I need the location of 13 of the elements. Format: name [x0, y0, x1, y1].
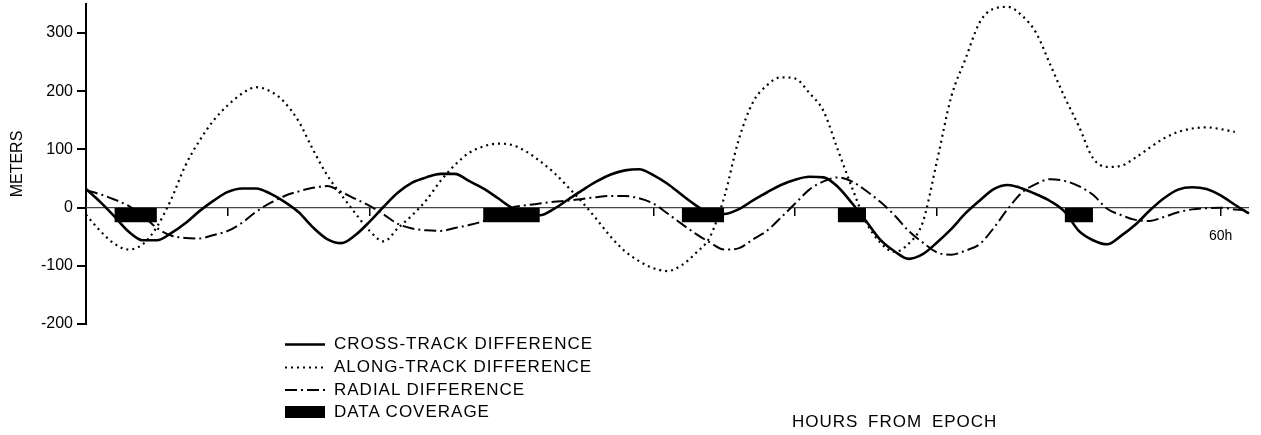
legend-label: DATA COVERAGE	[334, 402, 490, 423]
legend-label: RADIAL DIFFERENCE	[334, 379, 526, 400]
x-axis-title: HOURS FROM EPOCH	[792, 412, 998, 432]
x-tick-label: 60h	[1208, 226, 1233, 243]
legend-label: ALONG-TRACK DIFFERENCE	[334, 357, 593, 378]
legend-label: CROSS-TRACK DIFFERENCE	[334, 334, 594, 355]
y-tick-label: 200	[46, 81, 74, 99]
y-tick-label: 0	[64, 198, 74, 216]
y-tick-label: -100	[40, 256, 74, 274]
y-tick-label: 300	[46, 23, 74, 41]
y-axis-title: METERS	[8, 130, 26, 198]
y-tick-label: 100	[46, 139, 74, 157]
y-tick-label: -200	[40, 314, 74, 332]
